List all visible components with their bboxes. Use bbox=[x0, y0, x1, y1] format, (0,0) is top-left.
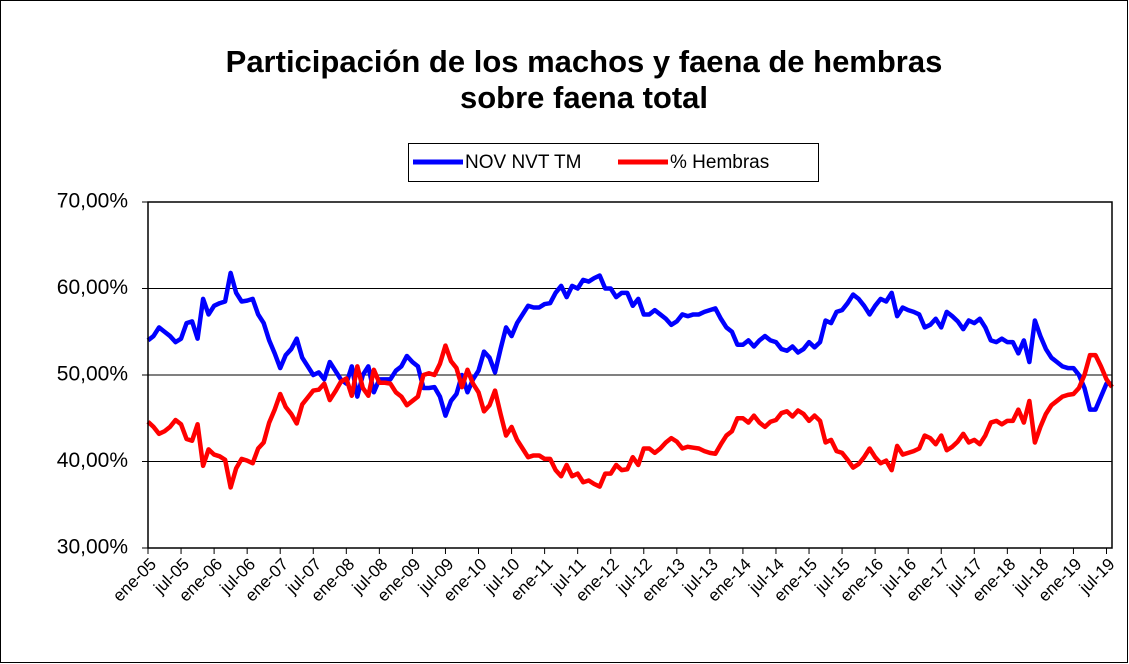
y-tick-label: 40,00% bbox=[57, 449, 128, 472]
plot-border bbox=[147, 201, 1113, 549]
series-line bbox=[146, 343, 1114, 490]
chart-title: Participación de los machos y faena de h… bbox=[226, 44, 943, 79]
chart-title: sobre faena total bbox=[460, 80, 708, 115]
legend-label: NOV NVT TM bbox=[465, 152, 581, 173]
legend-label: % Hembras bbox=[670, 152, 769, 173]
y-tick-label: 50,00% bbox=[57, 363, 128, 386]
y-tick-label: 60,00% bbox=[57, 276, 128, 299]
legend-box bbox=[408, 143, 819, 182]
y-tick-label: 30,00% bbox=[57, 536, 128, 559]
series-line bbox=[146, 270, 1112, 418]
y-tick-label: 70,00% bbox=[57, 190, 128, 213]
